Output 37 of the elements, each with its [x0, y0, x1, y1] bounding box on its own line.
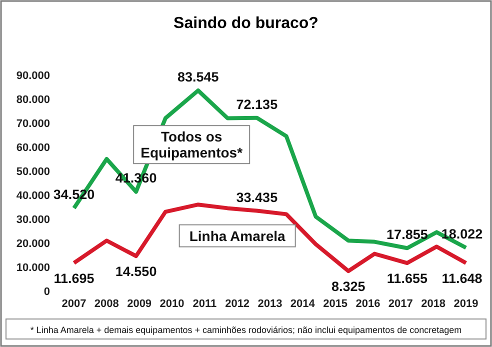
- y-tick-label: 90.000: [16, 70, 50, 82]
- y-tick-label: 10.000: [16, 262, 50, 274]
- data-label: 33.435: [236, 190, 278, 205]
- y-tick-label: 70.000: [16, 118, 50, 130]
- data-label: 11.695: [54, 270, 95, 286]
- y-tick-label: 50.000: [16, 166, 50, 178]
- x-tick-label: 2017: [388, 298, 413, 310]
- x-tick-label: 2013: [258, 298, 282, 310]
- x-tick-label: 2015: [323, 298, 348, 310]
- x-tick-label: 2011: [192, 298, 217, 310]
- data-label: 14.550: [115, 264, 157, 280]
- data-label: 17.855: [386, 227, 428, 242]
- series-label: Todos os Equipamentos*: [140, 128, 244, 161]
- y-tick-label: 30.000: [16, 214, 50, 226]
- chart-title: Saindo do buraco?: [174, 15, 318, 32]
- y-tick-label: 20.000: [16, 238, 50, 250]
- data-label: 11.655: [386, 271, 428, 286]
- x-tick-label: 2009: [127, 298, 152, 310]
- data-label: 83.545: [177, 69, 220, 84]
- x-tick-label: 2016: [356, 298, 380, 310]
- y-tick-label: 40.000: [16, 190, 50, 202]
- text: * Linha Amarela + demais equipamentos + caminhões rodoviários; não inclui equipamentos de concretagem: [30, 325, 462, 335]
- x-tick-label: 2007: [62, 298, 86, 310]
- data-label: 18.022: [441, 226, 483, 242]
- x-tick-label: 2012: [225, 298, 250, 310]
- y-tick-label: 60.000: [16, 142, 50, 154]
- y-tick-label: 80.000: [16, 94, 50, 106]
- x-tick-label: 2010: [160, 298, 184, 310]
- x-tick-label: 2014: [290, 298, 316, 310]
- data-label: 72.135: [236, 96, 278, 112]
- series-label: Linha Amarela: [189, 228, 286, 244]
- y-tick-label: 0: [44, 286, 50, 298]
- x-tick-label: 2019: [454, 298, 478, 310]
- data-label: 8.325: [332, 279, 366, 294]
- x-tick-label: 2008: [94, 298, 119, 310]
- x-tick-label: 2018: [421, 298, 446, 310]
- data-label: 11.648: [442, 271, 483, 286]
